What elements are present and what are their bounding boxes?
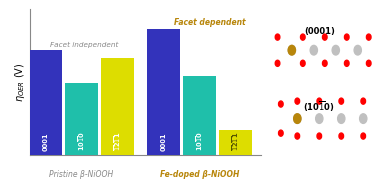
- Circle shape: [279, 101, 283, 107]
- Circle shape: [344, 34, 349, 40]
- Bar: [101, 58, 134, 155]
- Text: Facet independent: Facet independent: [50, 42, 118, 48]
- Circle shape: [366, 34, 371, 40]
- Circle shape: [279, 130, 283, 136]
- Bar: [147, 29, 180, 155]
- Circle shape: [322, 60, 327, 66]
- Circle shape: [301, 34, 305, 40]
- Text: (10$\overline{1}$0): (10$\overline{1}$0): [304, 100, 335, 114]
- Circle shape: [295, 133, 300, 139]
- Bar: [219, 130, 252, 155]
- Circle shape: [275, 34, 280, 40]
- Bar: [183, 76, 216, 155]
- Text: 10$\overline{1}$0: 10$\overline{1}$0: [76, 131, 87, 151]
- Text: 10$\overline{1}$0: 10$\overline{1}$0: [194, 131, 205, 151]
- Circle shape: [295, 98, 300, 104]
- Bar: [65, 83, 98, 155]
- Circle shape: [366, 60, 371, 66]
- Text: 0001: 0001: [160, 132, 166, 151]
- Circle shape: [288, 45, 296, 55]
- Circle shape: [344, 60, 349, 66]
- Text: 0001: 0001: [42, 132, 48, 151]
- Text: Facet dependent: Facet dependent: [174, 19, 245, 27]
- Circle shape: [316, 114, 323, 123]
- Circle shape: [339, 133, 344, 139]
- Circle shape: [354, 45, 361, 55]
- Circle shape: [294, 114, 301, 123]
- Bar: [29, 50, 62, 155]
- Circle shape: [301, 60, 305, 66]
- Circle shape: [317, 98, 322, 104]
- Text: Fe-doped β-NiOOH: Fe-doped β-NiOOH: [160, 170, 239, 179]
- Circle shape: [361, 98, 366, 104]
- Circle shape: [310, 45, 318, 55]
- Circle shape: [338, 114, 345, 123]
- Text: $\overline{1}$2$\overline{1}$1: $\overline{1}$2$\overline{1}$1: [230, 132, 241, 151]
- Circle shape: [275, 60, 280, 66]
- Circle shape: [339, 98, 344, 104]
- Y-axis label: $\eta_{OER}$ (V): $\eta_{OER}$ (V): [14, 63, 28, 102]
- Circle shape: [361, 133, 366, 139]
- Circle shape: [322, 34, 327, 40]
- Circle shape: [317, 133, 322, 139]
- Circle shape: [332, 45, 339, 55]
- Text: $\overline{1}$2$\overline{1}$1: $\overline{1}$2$\overline{1}$1: [112, 132, 123, 151]
- Circle shape: [359, 114, 367, 123]
- Circle shape: [288, 45, 296, 55]
- Text: Pristine β-NiOOH: Pristine β-NiOOH: [50, 170, 114, 179]
- Text: (0001): (0001): [304, 27, 335, 36]
- Circle shape: [294, 114, 301, 123]
